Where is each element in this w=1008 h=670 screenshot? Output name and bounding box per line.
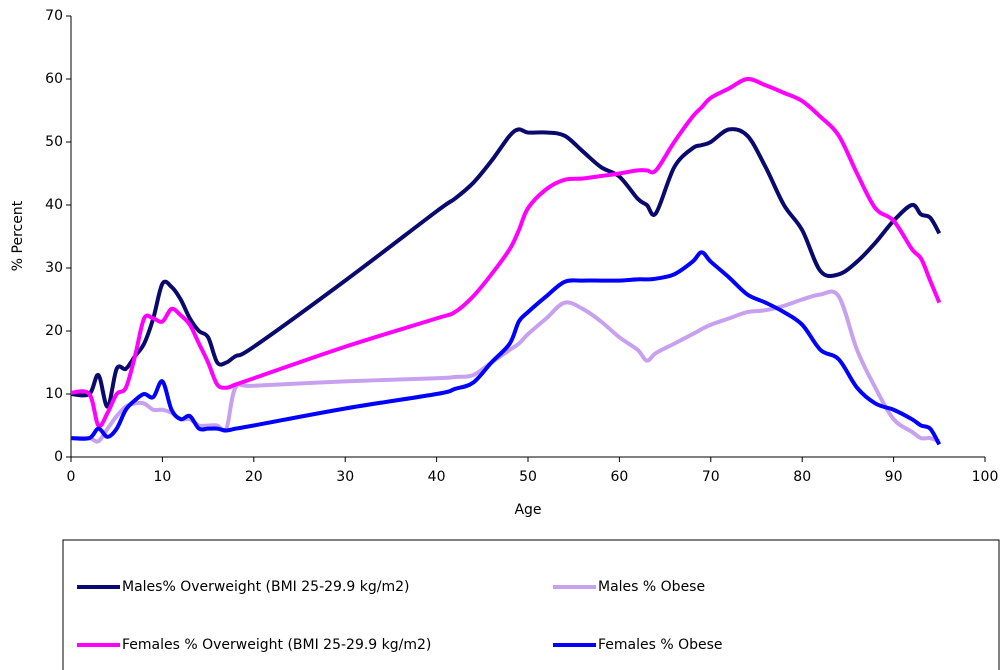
- legend-label: Males% Overweight (BMI 25-29.9 kg/m2): [122, 579, 409, 595]
- y-tick-label: 0: [54, 449, 63, 465]
- x-tick-label: 60: [610, 469, 628, 485]
- legend-label: Females % Obese: [598, 637, 723, 653]
- x-tick-label: 70: [702, 469, 720, 485]
- x-tick-label: 20: [245, 469, 263, 485]
- x-axis-label: Age: [514, 502, 541, 518]
- y-tick-label: 40: [45, 197, 63, 213]
- y-tick-label: 60: [45, 71, 63, 87]
- x-tick-label: 0: [67, 469, 76, 485]
- series-line: [70, 250, 942, 446]
- y-tick-label: 30: [45, 260, 63, 276]
- x-tick-label: 40: [428, 469, 446, 485]
- x-tick-label: 50: [519, 469, 537, 485]
- x-tick-label: 10: [153, 469, 171, 485]
- x-tick-label: 30: [336, 469, 354, 485]
- x-tick-label: 90: [885, 469, 903, 485]
- y-axis-label: % Percent: [10, 200, 26, 271]
- legend-label: Females % Overweight (BMI 25-29.9 kg/m2): [122, 637, 431, 653]
- x-tick-label: 100: [972, 469, 999, 485]
- y-tick-label: 20: [45, 323, 63, 339]
- y-tick-label: 70: [45, 8, 63, 24]
- legend-box: [62, 539, 1000, 670]
- legend-label: Males % Obese: [598, 579, 705, 595]
- y-tick-label: 50: [45, 134, 63, 150]
- series-line: [70, 127, 942, 409]
- series-line: [70, 289, 940, 444]
- y-tick-label: 10: [45, 386, 63, 402]
- series-line: [70, 76, 942, 429]
- x-tick-label: 80: [793, 469, 811, 485]
